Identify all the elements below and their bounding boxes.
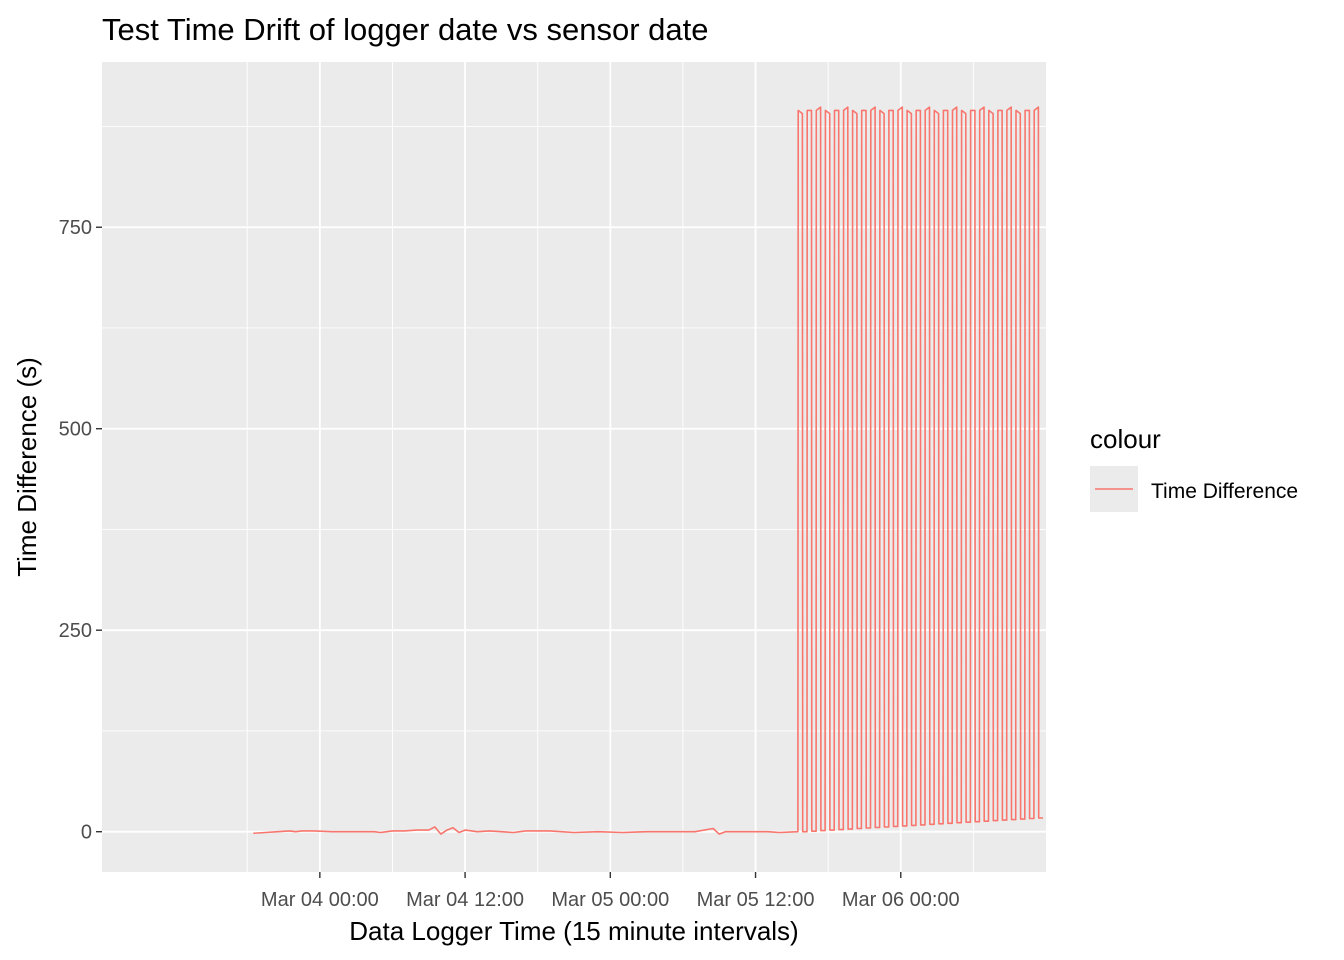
legend-entry-time-difference: Time Difference	[1151, 480, 1298, 503]
x-tick-label: Mar 05 12:00	[697, 889, 815, 911]
x-axis-title: Data Logger Time (15 minute intervals)	[349, 916, 798, 946]
y-tick-label: 500	[59, 419, 92, 441]
y-tick-label: 0	[81, 822, 92, 844]
major-gridlines	[102, 62, 1046, 872]
y-axis-ticks: 0 250 500 750	[59, 217, 102, 844]
series-line-time-difference	[253, 106, 1043, 835]
legend-title: colour	[1090, 424, 1161, 454]
x-tick-label: Mar 04 12:00	[406, 889, 524, 911]
y-axis-title: Time Difference (s)	[12, 357, 42, 577]
x-tick-label: Mar 04 00:00	[261, 889, 379, 911]
legend: colour Time Difference	[1090, 424, 1298, 512]
plot-panel	[102, 62, 1046, 872]
x-tick-label: Mar 05 00:00	[551, 889, 669, 911]
x-tick-label: Mar 06 00:00	[842, 889, 960, 911]
series-layer	[253, 106, 1043, 835]
y-tick-label: 750	[59, 217, 92, 239]
x-axis-ticks: Mar 04 00:00 Mar 04 12:00 Mar 05 00:00 Mar …	[261, 872, 960, 911]
chart-title: Test Time Drift of logger date vs sensor…	[102, 12, 709, 47]
y-tick-label: 250	[59, 620, 92, 642]
